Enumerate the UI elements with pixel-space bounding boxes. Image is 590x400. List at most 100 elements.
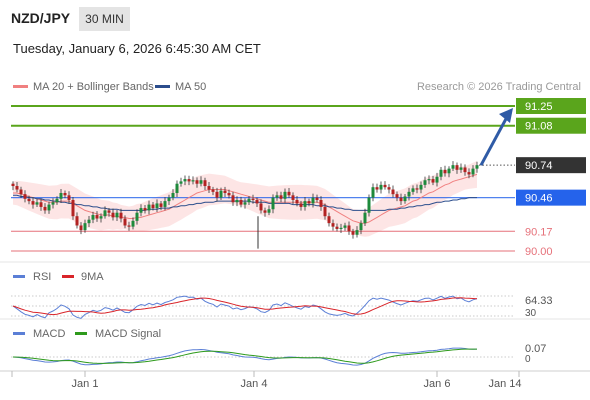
timestamp: Tuesday, January 6, 2026 6:45:30 AM CET — [13, 41, 261, 56]
candle — [159, 201, 163, 211]
candle-body — [239, 199, 243, 205]
level-label: 90.17 — [525, 226, 553, 238]
candle-body — [299, 203, 303, 207]
candle-body — [67, 195, 71, 200]
candle-body — [379, 184, 383, 190]
candle — [219, 187, 223, 201]
candle-body — [83, 223, 87, 231]
candle-body — [139, 208, 143, 213]
candle-body — [439, 169, 443, 177]
candle — [247, 196, 251, 206]
candle — [471, 165, 475, 178]
candle — [111, 208, 115, 221]
price-levels — [11, 105, 515, 252]
candle — [255, 197, 259, 208]
candle-body — [215, 191, 219, 198]
rsi-signal-legend-label: 9MA — [81, 271, 104, 283]
candle-body — [147, 204, 151, 211]
macd-signal-line — [12, 348, 477, 364]
candle — [15, 181, 19, 193]
candle-body — [27, 198, 31, 202]
candle-body — [331, 223, 335, 227]
candle-body — [131, 220, 135, 227]
candle — [427, 175, 431, 185]
candle-body — [19, 189, 23, 195]
candle-body — [211, 189, 215, 192]
candle-body — [203, 180, 207, 187]
candle-body — [143, 208, 147, 211]
level-label: 90.46 — [525, 193, 553, 205]
candle — [131, 217, 135, 230]
macd-plot — [11, 347, 515, 366]
candle — [335, 223, 339, 232]
candle — [75, 212, 79, 229]
interval-badge[interactable]: 30 MIN — [79, 7, 130, 31]
candles — [11, 161, 479, 249]
candle-body — [51, 202, 55, 205]
candle — [347, 221, 351, 235]
candle-body — [47, 204, 51, 211]
candle — [151, 201, 155, 211]
credit-text: Research © 2026 Trading Central — [417, 81, 581, 93]
candle-body — [95, 215, 99, 219]
candle — [95, 211, 99, 222]
level-label: 90.74 — [525, 160, 553, 172]
candle-body — [243, 202, 247, 205]
candle-body — [227, 193, 231, 196]
candle — [115, 210, 119, 221]
legend-swatch-ma20 — [13, 85, 28, 88]
candle — [375, 183, 379, 193]
candle-body — [39, 202, 43, 207]
candle — [207, 181, 211, 193]
candle-body — [447, 168, 451, 174]
forecast-arrow-shaft — [479, 116, 509, 166]
candle — [163, 197, 167, 211]
candle-body — [355, 230, 359, 235]
candle — [367, 194, 371, 217]
candle — [211, 186, 215, 196]
x-tick-label: Jan 1 — [72, 378, 99, 390]
candle-body — [415, 188, 419, 190]
candle — [87, 216, 91, 228]
candle-body — [291, 195, 295, 200]
candle-body — [75, 216, 79, 226]
candle-body — [87, 219, 91, 224]
candle — [239, 196, 243, 208]
candle-body — [403, 196, 407, 202]
candle-body — [175, 183, 179, 193]
level-label-box — [516, 189, 586, 206]
candle — [203, 177, 207, 190]
candle — [327, 212, 331, 227]
candle-body — [31, 201, 35, 205]
candle — [275, 191, 279, 201]
candle — [407, 187, 411, 201]
candle — [331, 219, 335, 231]
candle-body — [407, 191, 411, 197]
candle-body — [11, 183, 15, 187]
candle-body — [115, 212, 119, 218]
candle — [31, 197, 35, 209]
candle — [363, 208, 367, 226]
candle — [443, 165, 447, 177]
candle — [39, 198, 43, 211]
candle — [415, 184, 419, 194]
candle-body — [111, 212, 115, 218]
candle — [143, 205, 147, 214]
candle-body — [247, 198, 251, 203]
candle — [107, 208, 111, 217]
candle-body — [323, 206, 327, 217]
candle — [59, 188, 63, 203]
candle-body — [431, 179, 435, 183]
candle — [451, 161, 455, 172]
candle — [187, 175, 191, 186]
candle-body — [395, 194, 399, 198]
level-label-box — [516, 117, 586, 134]
candle-body — [427, 179, 431, 181]
candle — [307, 198, 311, 207]
candle — [291, 192, 295, 205]
candle-body — [155, 203, 159, 209]
level-label-box — [516, 98, 586, 114]
candle — [431, 175, 435, 186]
candle — [279, 191, 283, 203]
